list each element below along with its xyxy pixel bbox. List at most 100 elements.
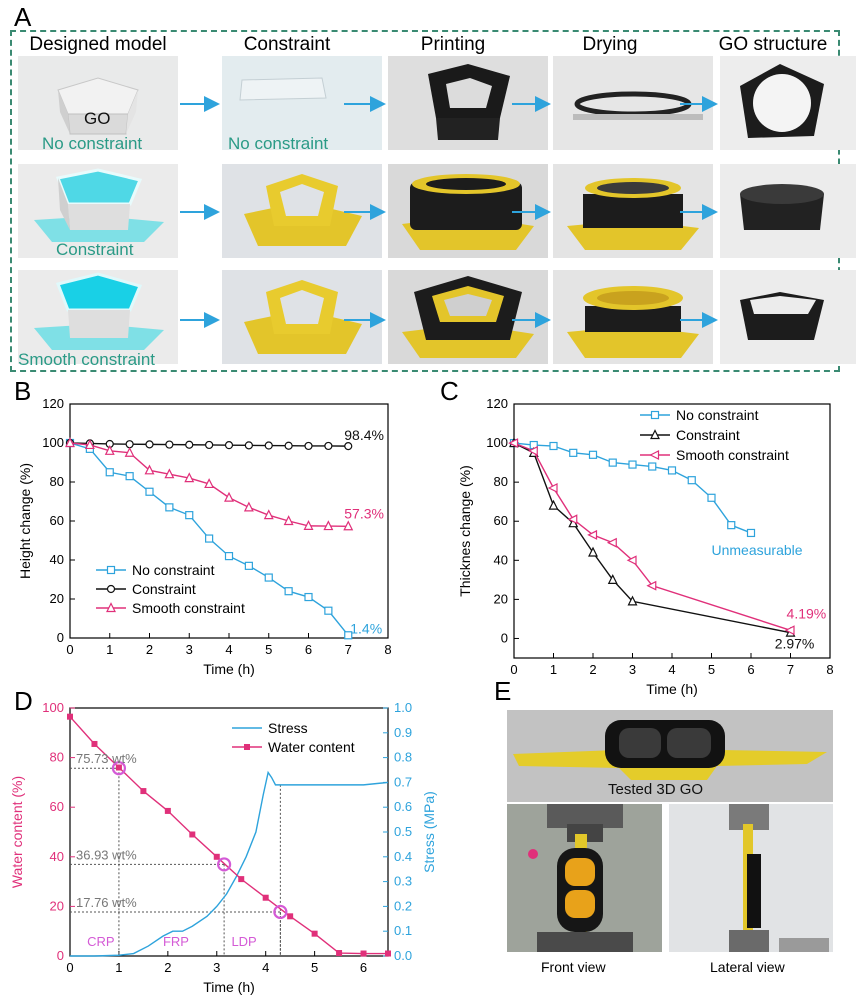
y-right-tick-label: 0.9: [394, 725, 412, 740]
photo-model-smooth-constraint: [18, 270, 178, 364]
data-point: [91, 740, 98, 747]
y-tick-label: 60: [494, 513, 508, 528]
legend-label: Smooth constraint: [676, 447, 789, 463]
y-axis-label: Thicknes change (%): [457, 465, 473, 597]
annotation-98-4: 98.4%: [344, 427, 384, 443]
photo-lateral-view: [669, 804, 833, 952]
data-point: [606, 537, 617, 548]
photo-printing-row2: [388, 164, 548, 258]
photo-go-structure-row1: [720, 56, 856, 150]
annotation-57-3: 57.3%: [344, 505, 384, 521]
data-point: [607, 574, 618, 584]
data-point: [303, 520, 314, 530]
photo-go-structure-row3: [720, 270, 856, 364]
series-line: [513, 442, 791, 634]
data-point: [125, 472, 134, 481]
panel-d-letter: D: [14, 686, 33, 716]
data-point: [244, 561, 253, 570]
row3-model-caption: Smooth constraint: [18, 350, 156, 369]
y-right-tick-label: 0.4: [394, 849, 412, 864]
x-tick-label: 1: [115, 960, 122, 975]
x-tick-label: 2: [589, 662, 596, 677]
water-label: 75.73 wt%: [76, 751, 137, 766]
y-tick-label: 100: [42, 700, 64, 715]
y-tick-label: 20: [494, 591, 508, 606]
x-tick-label: 2: [164, 960, 171, 975]
data-point: [344, 442, 353, 451]
data-point: [184, 472, 195, 483]
water-label: 36.93 wt%: [76, 847, 137, 862]
y-tick-label: 60: [50, 513, 64, 528]
region-crp: CRP: [87, 934, 114, 949]
series-stress: [70, 770, 389, 957]
col-header-designed-model: Designed model: [29, 34, 167, 55]
x-tick-label: 4: [668, 662, 675, 677]
panel-c-letter: C: [440, 376, 459, 406]
panel-b-letter: B: [14, 376, 32, 406]
data-point: [238, 876, 245, 883]
data-point: [165, 503, 174, 512]
x-tick-label: 0: [66, 642, 73, 657]
series-smooth-constraint: [508, 438, 795, 636]
data-point: [626, 555, 637, 566]
legend-label: Constraint: [132, 581, 196, 597]
photo-constraint-row3: [222, 270, 382, 364]
data-point: [284, 587, 293, 596]
y-tick-label: 20: [50, 591, 64, 606]
annotation-1-4: 1.4%: [350, 620, 382, 636]
photo-tested-3d-go: [507, 710, 833, 802]
series-smooth-constraint: [65, 437, 354, 531]
data-point: [588, 546, 598, 557]
data-point: [224, 552, 234, 561]
model-go-label: GO: [84, 109, 111, 128]
x-tick-label: 4: [262, 960, 269, 975]
photo-go-structure-row2: [720, 164, 856, 258]
data-point: [105, 468, 114, 477]
col-header-constraint: Constraint: [243, 34, 331, 55]
x-tick-label: 5: [265, 642, 272, 657]
x-tick-label: 3: [186, 642, 193, 657]
data-point: [667, 466, 677, 475]
data-point: [311, 930, 318, 937]
photo-model-constraint: [18, 164, 178, 258]
y-tick-label: 0: [57, 630, 64, 645]
col-header-drying: Drying: [582, 34, 638, 55]
panel-a-arrows: [180, 96, 718, 328]
data-point: [343, 520, 354, 531]
data-point: [165, 440, 174, 449]
data-point: [687, 476, 696, 485]
data-point: [224, 491, 234, 502]
data-point: [628, 460, 637, 469]
legend-label: Water content: [268, 739, 355, 755]
data-point: [205, 534, 214, 543]
x-tick-label: 7: [345, 642, 352, 657]
x-tick-label: 8: [826, 662, 833, 677]
col-header-go-structure: GO structure: [718, 34, 828, 55]
y-tick-label: 20: [50, 898, 64, 913]
y-right-tick-label: 0.6: [394, 799, 412, 814]
region-ldp: LDP: [231, 934, 256, 949]
data-point: [262, 894, 269, 901]
data-point: [104, 444, 115, 455]
y-right-axis-label: Stress (MPa): [421, 791, 437, 873]
y-tick-label: 80: [50, 750, 64, 765]
x-tick-label: 7: [787, 662, 794, 677]
water-label: 17.76 wt%: [76, 895, 137, 910]
col-header-printing: Printing: [420, 34, 486, 55]
data-point: [746, 528, 756, 538]
data-point: [67, 713, 73, 720]
y-right-tick-label: 0.2: [394, 898, 412, 913]
data-point: [324, 606, 333, 615]
row1-constraint-caption: No constraint: [228, 134, 329, 153]
data-point: [244, 441, 253, 450]
row1-model-caption: No constraint: [42, 134, 143, 153]
legend-marker: [244, 744, 250, 750]
y-right-tick-label: 1.0: [394, 700, 412, 715]
x-tick-label: 4: [225, 642, 232, 657]
legend-marker: [649, 450, 660, 460]
data-point: [547, 483, 558, 493]
data-point: [115, 764, 122, 771]
data-point: [648, 462, 657, 471]
photo-front-view: [507, 804, 662, 952]
